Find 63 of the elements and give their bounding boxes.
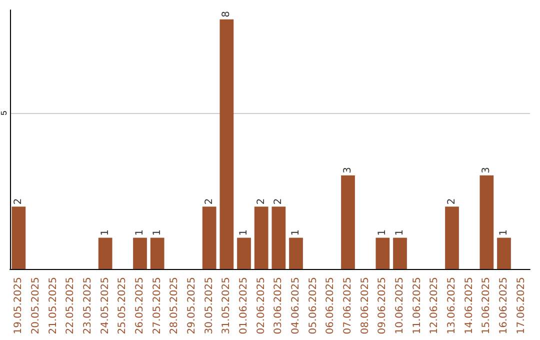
bar <box>272 206 286 269</box>
x-tick-label: 12.06.2025 <box>429 277 440 334</box>
x-tick-label: 14.06.2025 <box>464 277 475 334</box>
data-label: 3 <box>481 167 492 174</box>
x-tick-label: 04.06.2025 <box>290 277 302 334</box>
x-tick-label: 24.05.2025 <box>100 277 111 334</box>
data-label: 2 <box>13 198 24 205</box>
data-label: 2 <box>273 198 284 205</box>
x-tick-label: 07.06.2025 <box>342 277 354 334</box>
x-tick-label: 08.06.2025 <box>360 277 371 334</box>
x-tick-label: 17.06.2025 <box>516 277 527 334</box>
x-tick-label: 21.05.2025 <box>48 277 59 334</box>
y-tick-label: 5 <box>0 110 8 116</box>
x-tick-label: 22.05.2025 <box>65 277 76 334</box>
bar <box>445 206 459 269</box>
data-label: 1 <box>377 229 388 236</box>
x-tick-label: 20.05.2025 <box>30 277 42 334</box>
bar <box>289 238 303 269</box>
bar <box>98 238 112 269</box>
bar <box>12 206 26 269</box>
x-tick-label: 28.05.2025 <box>169 277 180 334</box>
data-label: 1 <box>100 229 111 236</box>
data-label: 1 <box>394 229 406 236</box>
x-tick-label: 06.06.2025 <box>325 277 336 334</box>
x-tick-label: 11.06.2025 <box>412 277 423 334</box>
bar <box>220 19 234 269</box>
x-tick-label: 05.06.2025 <box>308 277 319 334</box>
bar <box>376 238 390 269</box>
bar <box>393 238 407 269</box>
data-label: 2 <box>256 198 267 205</box>
data-label: 1 <box>498 229 510 236</box>
x-tick-label: 25.05.2025 <box>117 277 128 334</box>
bar <box>341 175 355 269</box>
x-tick-label: 30.05.2025 <box>204 277 215 334</box>
data-label: 1 <box>152 229 163 236</box>
bar <box>202 206 216 269</box>
data-label: 1 <box>238 229 250 236</box>
data-label: 8 <box>221 10 232 18</box>
x-tick-label: 09.06.2025 <box>377 277 388 334</box>
data-label: 3 <box>342 167 354 174</box>
bar <box>150 238 164 269</box>
x-tick-label: 31.05.2025 <box>221 277 232 334</box>
data-label: 1 <box>290 229 302 236</box>
bar <box>237 238 251 269</box>
bar <box>497 238 511 269</box>
data-label: 2 <box>204 198 215 205</box>
x-tick-label: 10.06.2025 <box>394 277 406 334</box>
x-tick-label: 13.06.2025 <box>446 277 458 334</box>
data-label: 2 <box>446 198 458 205</box>
bar <box>480 175 494 269</box>
x-tick-label: 23.05.2025 <box>82 277 94 334</box>
bar <box>133 238 147 269</box>
x-tick-label: 16.06.2025 <box>498 277 510 334</box>
x-tick-label: 01.06.2025 <box>238 277 250 334</box>
x-tick-label: 15.06.2025 <box>481 277 492 334</box>
x-tick-label: 02.06.2025 <box>256 277 267 334</box>
x-tick-label: 26.05.2025 <box>134 277 146 334</box>
x-tick-label: 19.05.2025 <box>13 277 24 334</box>
x-tick-label: 27.05.2025 <box>152 277 163 334</box>
x-tick-label: 29.05.2025 <box>186 277 198 334</box>
data-label: 1 <box>134 229 146 236</box>
bar <box>254 206 268 269</box>
x-tick-label: 03.06.2025 <box>273 277 284 334</box>
